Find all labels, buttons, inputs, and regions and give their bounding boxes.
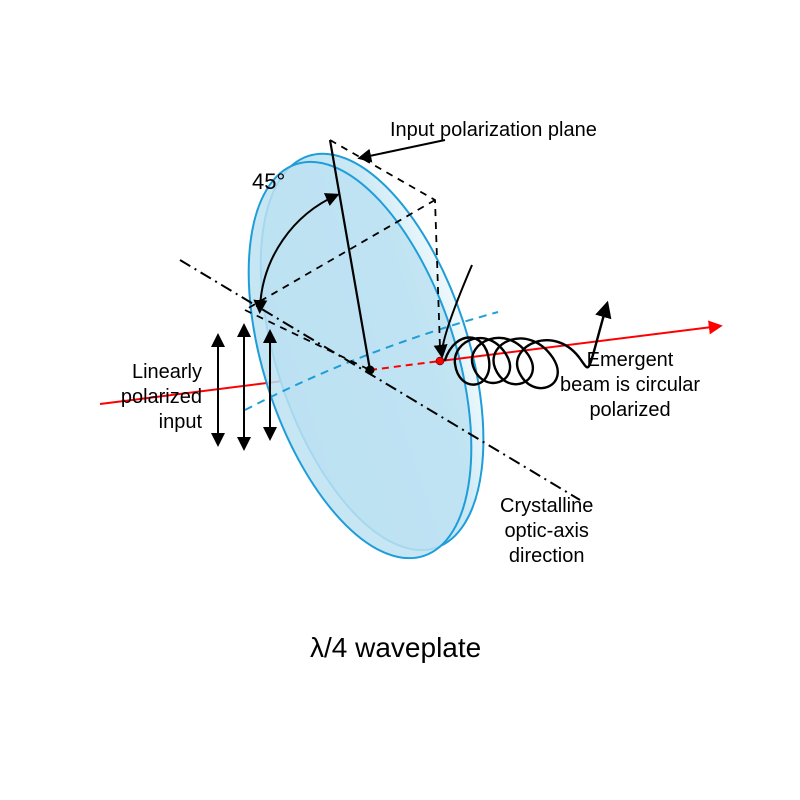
diagram-title: λ/4 waveplate	[310, 632, 481, 664]
input-plane-label: Input polarization plane	[390, 118, 597, 143]
emergent-label: Emergent beam is circular polarized	[560, 348, 700, 423]
linearly-label: Linearly polarized input	[82, 360, 202, 435]
center-dot-back	[436, 357, 444, 365]
axis-label: Crystalline optic-axis direction	[500, 494, 593, 569]
angle-label: 45°	[252, 168, 285, 196]
